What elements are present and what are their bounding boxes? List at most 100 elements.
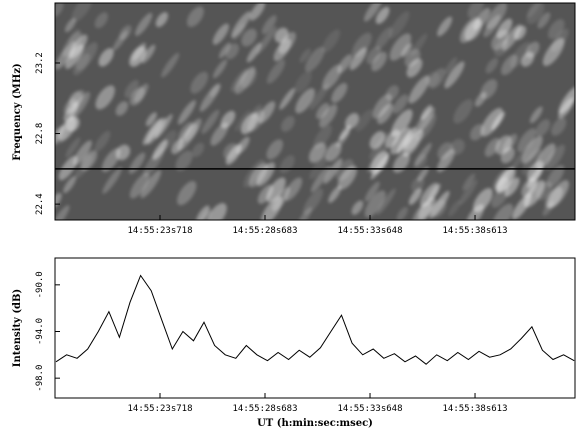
spectrogram-streak xyxy=(411,177,425,192)
spectrogram-streak xyxy=(420,182,439,207)
spectrogram-streak xyxy=(480,107,503,137)
spectrogram-streak xyxy=(385,85,399,101)
spectrogram-streak xyxy=(246,42,262,63)
spectrogram-streak xyxy=(299,48,311,63)
spectrogram-streak xyxy=(256,26,277,55)
spectrogram-streak xyxy=(65,137,81,158)
spectrogram-streak xyxy=(69,91,82,106)
spectrogram-streak xyxy=(145,112,157,127)
spectrogram-streak xyxy=(160,130,177,151)
spectrogram-streak xyxy=(175,150,193,172)
spectrogram-streak xyxy=(510,41,531,68)
spectrogram-streak xyxy=(266,59,286,84)
spectrogram-streak xyxy=(521,177,538,198)
spectrogram-streak xyxy=(94,130,111,152)
spectrogram-streak xyxy=(408,188,422,205)
spectrogram-streak xyxy=(512,193,532,220)
spectrogram-streak xyxy=(98,48,114,67)
spectrogram-streak xyxy=(547,19,565,40)
spectrogram-streak xyxy=(495,176,509,194)
x-tick-label: 14:55:28s683 xyxy=(232,226,297,236)
spectrogram-streak xyxy=(240,112,259,135)
spectrogram-streak xyxy=(73,53,91,76)
spectrogram-streak xyxy=(55,205,70,220)
spectrogram-streak xyxy=(201,109,220,134)
spectrogram-streak xyxy=(444,57,458,75)
spectrogram-streak xyxy=(65,44,84,69)
spectrogram-streak xyxy=(71,3,93,22)
spectrogram-streak xyxy=(375,6,390,24)
spectrogram-streak xyxy=(207,203,227,220)
spectrogram-streak xyxy=(526,3,545,24)
spectrogram-streak xyxy=(129,87,146,106)
intensity-line xyxy=(55,274,575,365)
spectrogram-streak xyxy=(141,44,156,64)
spectrogram-streak xyxy=(545,186,563,209)
spectrogram-streak xyxy=(155,12,169,28)
spectrogram-streak xyxy=(241,28,257,47)
spectrogram-streak xyxy=(236,136,250,155)
spectrogram-streak xyxy=(351,32,372,58)
spectrogram-streak xyxy=(337,165,357,190)
spectrogram-streak xyxy=(462,173,476,191)
spectrogram-streak xyxy=(529,106,543,124)
spectrogram-streak xyxy=(369,132,389,160)
spectrogram-streak xyxy=(339,125,351,141)
spectrogram-streak xyxy=(392,94,409,114)
y-axis-title: Frequency (MHz) xyxy=(12,63,23,161)
spectrogram-streak xyxy=(485,57,499,74)
spectrogram-streak xyxy=(55,41,77,70)
spectrogram-streak xyxy=(444,61,465,89)
spectrogram-streak xyxy=(396,127,417,155)
spectrogram-streak xyxy=(274,27,289,43)
spectrogram-streak xyxy=(551,117,567,136)
spectrogram-streak xyxy=(209,83,222,97)
spectrogram-streak xyxy=(535,119,551,137)
y-tick-label: -98.0 xyxy=(35,365,45,392)
spectrogram-streak xyxy=(230,68,248,92)
spectrogram-streak xyxy=(504,177,520,197)
spectrogram-streak xyxy=(177,180,197,206)
spectrogram-streak xyxy=(280,115,295,132)
spectrogram-streak xyxy=(425,71,440,88)
spectrogram-streak xyxy=(542,37,565,67)
spectrogram-streak xyxy=(376,188,396,215)
spectrogram-streak xyxy=(146,117,167,145)
spectrogram-streak xyxy=(213,59,228,79)
spectrogram-streak xyxy=(323,158,343,184)
spectrogram-streak xyxy=(473,7,491,31)
spectrogram-streak xyxy=(232,23,246,41)
spectrogram-streak xyxy=(437,16,453,37)
spectrogram-streak xyxy=(225,43,240,60)
spectrogram-streak xyxy=(177,100,196,125)
x-tick-label: 14:55:38s613 xyxy=(443,404,508,414)
spectrogram-streak xyxy=(484,137,501,157)
spectrogram-streak xyxy=(266,177,286,203)
spectrogram-streak xyxy=(491,185,510,208)
spectrogram-streak xyxy=(234,66,256,95)
spectrogram-streak xyxy=(545,144,566,171)
spectrogram-streak xyxy=(294,71,312,93)
spectrogram-streak xyxy=(234,109,251,132)
x-tick-label: 14:55:23s718 xyxy=(127,404,192,414)
spectrogram-streak xyxy=(249,3,266,21)
spectrogram-streak xyxy=(74,154,93,179)
spectrogram-streak xyxy=(364,181,380,202)
x-tick-label: 14:55:38s613 xyxy=(443,226,508,236)
spectrogram-streak xyxy=(469,123,485,141)
y-tick-label: -94.0 xyxy=(35,318,45,345)
spectrogram-streak xyxy=(64,18,76,33)
spectrogram-streak xyxy=(124,79,139,98)
spectrogram-streak xyxy=(406,58,423,78)
spectrogram-streak xyxy=(319,104,338,128)
spectrogram-streak xyxy=(190,71,209,94)
x-tick-label: 14:55:23s718 xyxy=(127,226,192,236)
spectrogram-streak xyxy=(501,24,522,51)
spectrogram-streak xyxy=(401,43,413,58)
spectrogram-streak xyxy=(186,6,204,28)
spectrogram-streak xyxy=(413,154,428,170)
spectrogram-streak xyxy=(331,82,348,103)
spectrogram-texture xyxy=(55,3,575,220)
spectrogram-streak xyxy=(415,113,437,141)
